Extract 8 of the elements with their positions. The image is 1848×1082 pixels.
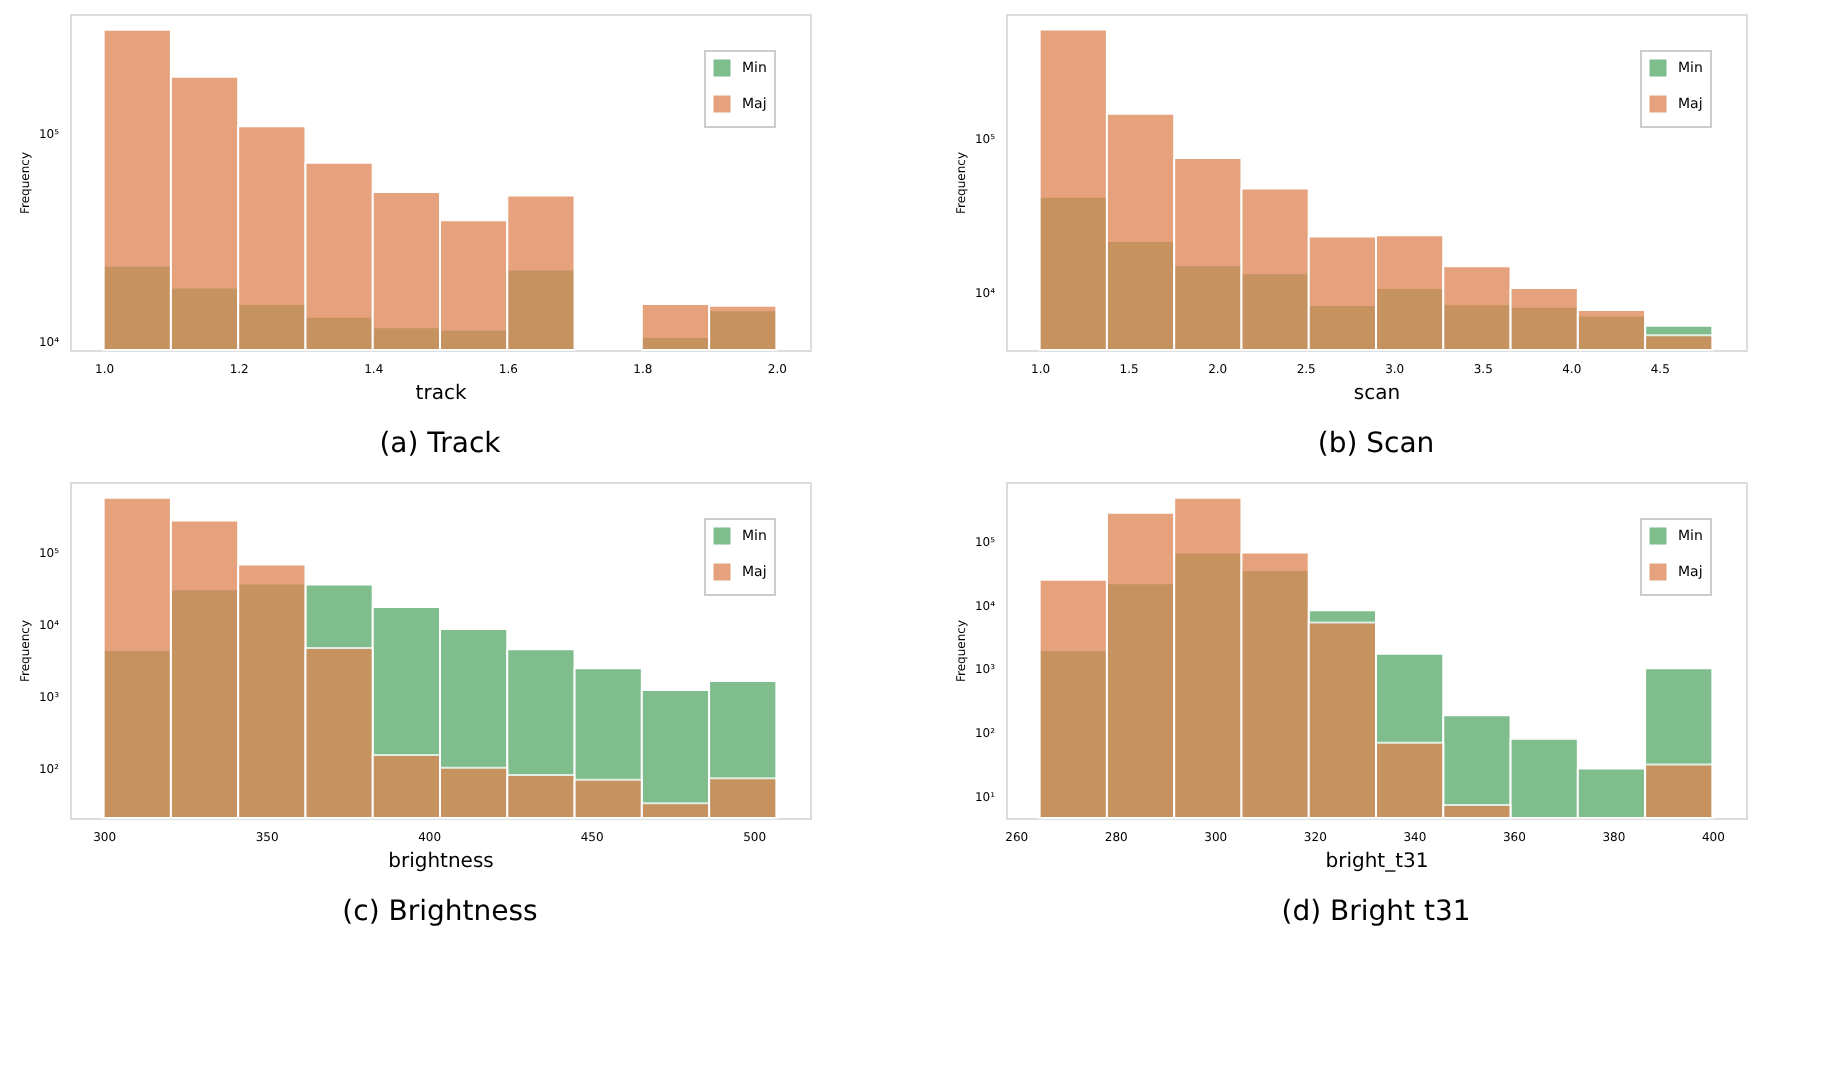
text: (d) Bright t31	[1281, 896, 1471, 928]
x-axis-title: bright_t31	[1325, 851, 1429, 873]
x-axis-title: track	[415, 383, 467, 405]
text: (b) Scan	[1317, 428, 1435, 460]
x-axis-title: brightness	[388, 851, 494, 873]
text: (a) Track	[379, 428, 503, 460]
x-axis-title: scan	[1353, 383, 1401, 405]
text: (c) Brightness	[342, 896, 538, 928]
